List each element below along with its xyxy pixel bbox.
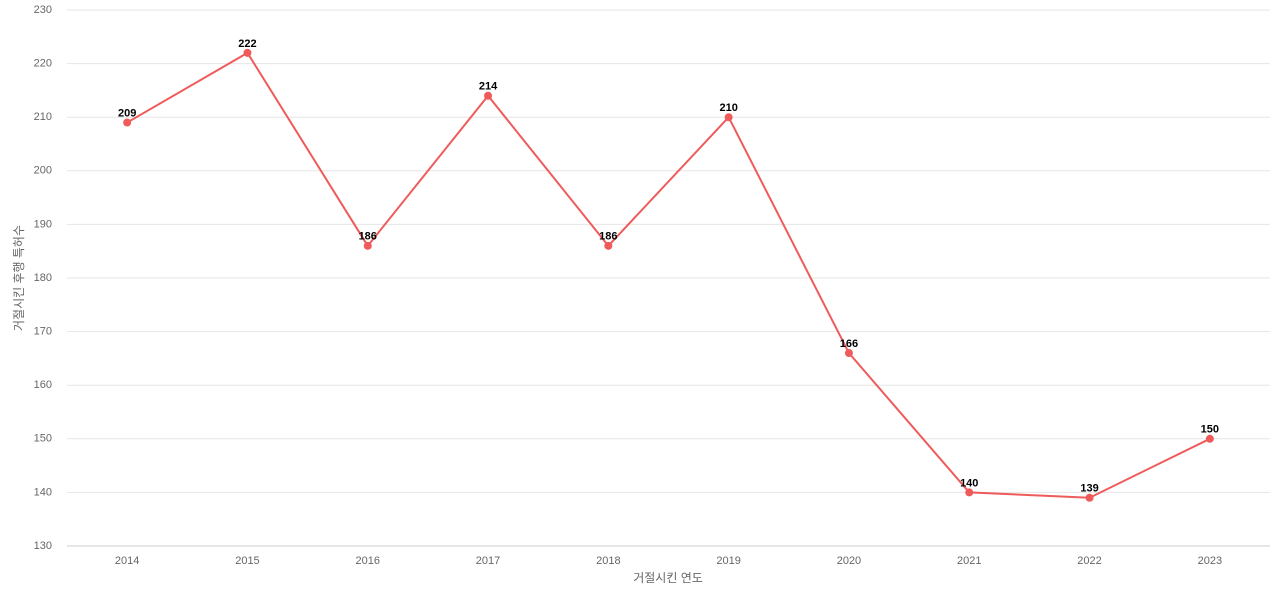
x-tick-label: 2022 bbox=[1077, 555, 1101, 567]
point bbox=[844, 349, 853, 358]
y-tick-label: 150 bbox=[34, 433, 52, 445]
x-tick-label: 2018 bbox=[596, 555, 620, 567]
point bbox=[965, 488, 974, 497]
point bbox=[1205, 434, 1214, 443]
x-tick-label: 2019 bbox=[716, 555, 740, 567]
point bbox=[604, 241, 613, 250]
y-tick-label: 200 bbox=[34, 165, 52, 177]
value-label: 166 bbox=[840, 338, 858, 350]
y-tick-label: 220 bbox=[34, 58, 52, 70]
point bbox=[724, 113, 733, 122]
point bbox=[243, 48, 252, 57]
value-label: 222 bbox=[238, 38, 256, 50]
value-label: 139 bbox=[1080, 483, 1098, 495]
y-tick-label: 210 bbox=[34, 111, 52, 123]
line bbox=[126, 51, 1211, 499]
y-tick-label: 140 bbox=[34, 486, 52, 498]
x-tick-label: 2021 bbox=[957, 555, 981, 567]
x-tick-label: 2020 bbox=[837, 555, 861, 567]
value-label: 210 bbox=[719, 102, 737, 114]
value-label: 209 bbox=[118, 107, 136, 119]
value-label: 186 bbox=[359, 231, 377, 243]
value-label: 150 bbox=[1201, 424, 1219, 436]
y-axis-title: 거절시킨 후행 특허수 bbox=[11, 225, 26, 331]
y-tick-label: 160 bbox=[34, 379, 52, 391]
x-tick-label: 2016 bbox=[356, 555, 380, 567]
x-axis-title: 거절시킨 연도 bbox=[633, 571, 703, 585]
value-label: 186 bbox=[599, 231, 617, 243]
x-tick-label: 2014 bbox=[115, 555, 139, 567]
x-tick-label: 2023 bbox=[1198, 555, 1222, 567]
y-tick-label: 230 bbox=[34, 4, 52, 16]
point bbox=[1085, 493, 1094, 502]
y-tick-label: 180 bbox=[34, 272, 52, 284]
value-label: 140 bbox=[960, 477, 978, 489]
y-tick-label: 190 bbox=[34, 218, 52, 230]
value-label: 214 bbox=[479, 81, 498, 93]
y-tick-label: 170 bbox=[34, 326, 52, 338]
y-tick-label: 130 bbox=[34, 540, 52, 552]
point bbox=[363, 241, 372, 250]
x-tick-label: 2017 bbox=[476, 555, 500, 567]
point bbox=[123, 118, 132, 127]
point bbox=[484, 91, 493, 100]
x-tick-label: 2015 bbox=[235, 555, 259, 567]
